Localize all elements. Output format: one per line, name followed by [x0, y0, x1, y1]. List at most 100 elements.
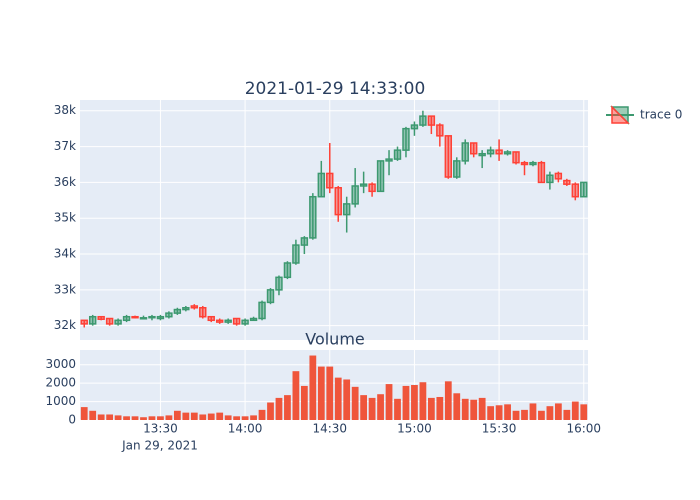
candle-body — [173, 308, 182, 314]
volume-bar — [89, 410, 97, 420]
candle-body — [461, 142, 469, 162]
candle-body — [131, 315, 139, 319]
y-tick-label: 33k — [54, 282, 76, 296]
candle-body — [241, 319, 249, 325]
volume-bar — [538, 410, 545, 420]
candle-body — [410, 124, 419, 130]
y-tick-label: 36k — [54, 175, 76, 189]
y-tick-label: 35k — [54, 211, 76, 225]
candle-body — [359, 183, 368, 187]
candle-body — [529, 161, 537, 166]
volume-bar — [250, 415, 257, 420]
volume-plot-bg — [80, 350, 588, 420]
candle-body — [419, 115, 427, 126]
volume-bar — [114, 415, 122, 420]
y-tick-label: 37k — [54, 139, 76, 153]
chart-title: 2021-01-29 14:33:00 — [245, 79, 426, 99]
volume-bar — [487, 406, 495, 420]
candle-body — [478, 152, 486, 157]
y-tick-label: 34k — [54, 247, 76, 261]
candle-body — [165, 312, 173, 318]
volume-bar — [140, 417, 147, 420]
candle-body — [554, 172, 563, 180]
candle-body — [122, 315, 131, 322]
volume-bar — [309, 355, 317, 420]
y-tick-label: 0 — [68, 413, 76, 427]
candle-body — [283, 262, 292, 279]
volume-bar — [478, 397, 486, 420]
volume-bar — [453, 393, 461, 420]
candle-body — [266, 289, 275, 304]
candle-body — [232, 317, 241, 325]
volume-bar — [317, 366, 325, 420]
volume-bar — [580, 404, 588, 420]
volume-bar — [106, 414, 114, 420]
candle-body — [249, 317, 258, 322]
x-date-label: Jan 29, 2021 — [121, 439, 198, 453]
candle-body — [342, 203, 351, 216]
volume-title: Volume — [305, 330, 365, 349]
y-tick-label: 32k — [54, 318, 76, 332]
candle-body — [351, 185, 359, 205]
volume-bar — [123, 416, 130, 420]
y-tick-label: 3000 — [45, 357, 76, 371]
candle-body — [427, 115, 436, 126]
x-tick-label: 16:00 — [566, 422, 601, 436]
candle-body — [156, 315, 165, 320]
candle-body — [326, 172, 334, 189]
y-tick-label: 2000 — [45, 376, 76, 390]
volume-bar — [529, 403, 537, 420]
candle-body — [300, 237, 309, 246]
volume-bar — [377, 394, 384, 420]
candle-body — [215, 319, 224, 323]
volume-bar — [444, 381, 452, 420]
volume-bar — [385, 384, 393, 420]
candle-body — [309, 195, 317, 239]
volume-bar — [165, 415, 173, 420]
volume-bar — [411, 385, 418, 420]
volume-bar — [334, 377, 342, 420]
y-tick-label: 38k — [54, 103, 76, 117]
candle-body — [368, 183, 376, 193]
candle-body — [436, 124, 444, 137]
volume-bar — [436, 396, 444, 420]
candle-body — [563, 179, 571, 185]
candle-body — [114, 319, 122, 325]
volume-bar — [368, 397, 376, 420]
volume-bar — [326, 366, 334, 420]
candle-body — [182, 307, 190, 311]
volume-bar — [419, 382, 427, 420]
candle-body — [148, 315, 156, 319]
volume-bar — [512, 410, 520, 420]
volume-bar — [173, 410, 181, 420]
price-plot-bg — [80, 100, 588, 340]
candle-body — [97, 315, 105, 320]
candle-body — [486, 149, 495, 155]
candle-body — [207, 315, 215, 322]
volume-bar — [157, 416, 164, 420]
volume-bar — [284, 395, 291, 420]
x-tick-label: 13:30 — [143, 422, 178, 436]
volume-bar — [394, 398, 401, 420]
volume-bar — [233, 416, 241, 420]
volume-bar — [292, 371, 300, 420]
volume-bar — [343, 379, 351, 420]
candle-body — [88, 315, 97, 325]
legend-label: trace 0 — [640, 108, 682, 122]
candle-body — [580, 181, 588, 198]
volume-bar — [207, 413, 215, 420]
volume-bar — [495, 405, 503, 420]
candle-body — [105, 317, 114, 325]
candle-body — [571, 183, 580, 198]
candle-body — [495, 149, 503, 155]
volume-bar — [521, 409, 528, 420]
volume-bar — [402, 385, 410, 420]
candle-body — [453, 160, 461, 178]
volume-bar — [571, 401, 579, 420]
candle-body — [537, 161, 546, 184]
candle-body — [444, 135, 453, 178]
candle-body — [224, 319, 232, 323]
candle-body — [317, 172, 326, 198]
candle-body — [402, 127, 410, 151]
